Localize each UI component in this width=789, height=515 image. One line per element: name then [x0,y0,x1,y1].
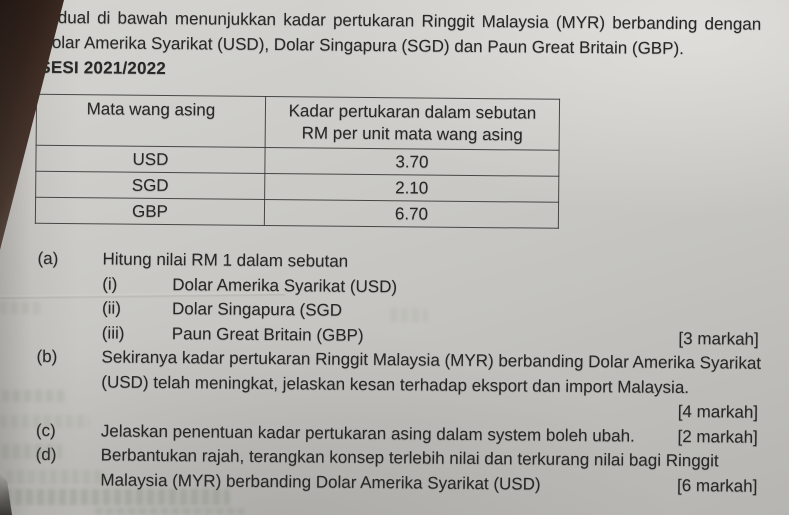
bleed-through-marks [6,470,106,484]
bleed-through-marks [2,390,68,402]
rate-cell: 2.10 [264,173,559,203]
item-ii-text: Dolar Singapura (SGD [171,299,343,320]
currency-cell: SGD [35,171,265,200]
bleed-through-marks [0,302,42,314]
header-currency-column: Mata wang asing [36,94,266,148]
rate-cell: 6.70 [264,199,559,229]
question-a-marks: [3 markah] [678,328,759,349]
question-c-marks: [2 markah] [677,426,758,447]
table-row: GBP 6.70 [35,197,559,229]
question-a-label: (a) [37,248,59,268]
bleed-through-marks [4,489,230,505]
questions-section: (a) Hitung nilai RM 1 dalam sebutan (i) … [0,246,787,499]
bleed-through-marks [2,444,62,459]
question-b-marks: [4 markah] [677,401,759,422]
currency-cell: USD [35,145,266,174]
bleed-through-marks [390,308,428,322]
exchange-rate-table: Mata wang asing Kadar pertukaran dalam s… [35,94,560,229]
item-iii-text: Paun Great Britain (GBP) [171,323,364,345]
currency-cell: GBP [35,197,265,226]
header-rate-line-1: Kadar pertukaran dalam sebutan [288,101,537,123]
question-b-label: (b) [36,346,58,366]
item-ii-label: (ii) [101,298,122,318]
bleed-through-marks [0,415,90,428]
rate-cell: 3.70 [264,147,560,177]
item-iii-label: (iii) [101,322,125,343]
question-d-marks: [6 markah] [676,475,758,496]
header-rate-column: Kadar pertukaran dalam sebutan RM per un… [265,96,560,151]
question-a-text: Hitung nilai RM 1 dalam sebutan [102,249,349,271]
table-header-row: Mata wang asing Kadar pertukaran dalam s… [36,94,560,151]
bleed-through-marks [95,508,245,514]
header-rate-line-2: RM per unit mata wang asing [301,122,523,144]
intro-paragraph: Jadual di bawah menunjukkan kadar pertuk… [39,5,767,87]
